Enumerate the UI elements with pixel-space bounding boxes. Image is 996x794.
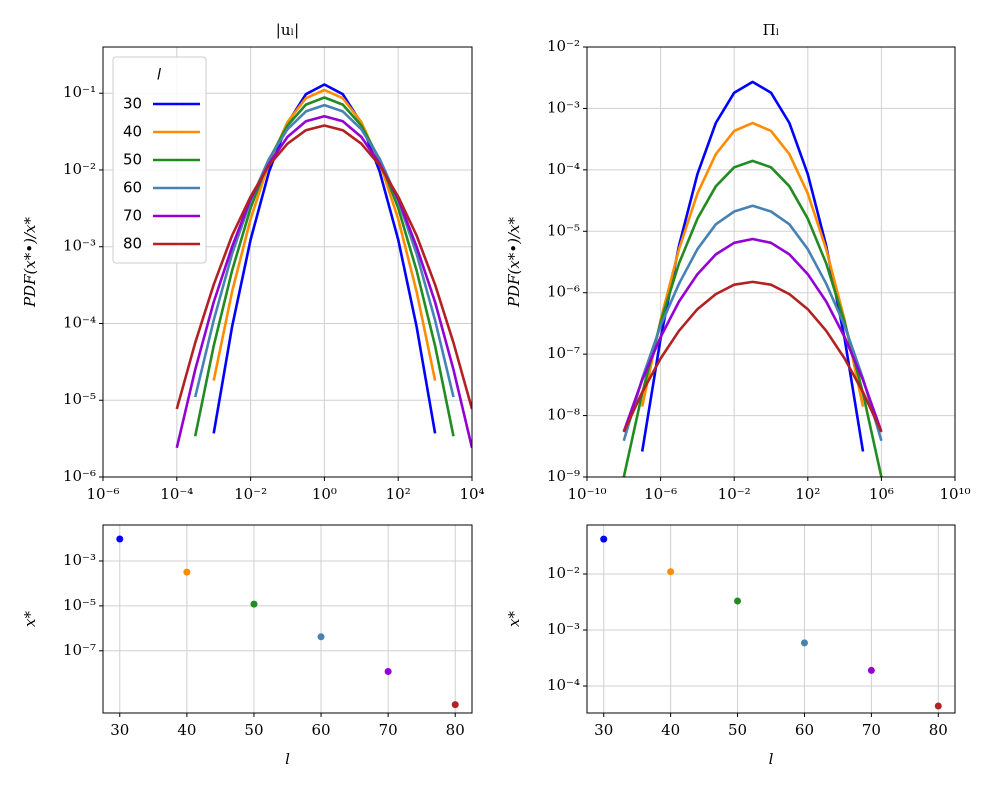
y-tick-label: 10⁻⁷ [63, 641, 96, 659]
x-tick-label: 70 [862, 721, 881, 739]
x-tick-label: 60 [795, 721, 814, 739]
x-tick-label: 10⁰ [312, 485, 337, 503]
y-tick-label: 10⁻⁵ [63, 390, 96, 408]
x-tick-label: 10⁻² [234, 485, 267, 503]
plot-area [600, 535, 942, 710]
x-tick-label: 50 [728, 721, 747, 739]
legend-label: 60 [123, 179, 142, 197]
x-tick-label: 70 [379, 721, 398, 739]
plot-area [622, 80, 883, 477]
x-tick-label: 10² [795, 485, 820, 503]
series-line [622, 280, 883, 433]
x-tick-label: 10⁻⁴ [160, 485, 193, 503]
axes-frame [102, 524, 473, 714]
y-tick-label: 10⁻³ [63, 551, 96, 569]
y-tick-label: 10⁻³ [547, 98, 580, 116]
y-tick-label: 10⁻⁴ [547, 160, 580, 178]
axes-frame [586, 524, 956, 714]
x-tick-label: 40 [177, 721, 196, 739]
plot-area [116, 535, 459, 709]
x-tick-label: 10⁶ [869, 485, 894, 503]
legend-label: 70 [123, 207, 142, 225]
point [667, 568, 675, 576]
legend-label: 50 [123, 151, 142, 169]
x-tick-label: 10¹⁰ [939, 485, 970, 503]
point [734, 597, 742, 605]
x-tick-label: 30 [110, 721, 129, 739]
series-line [175, 124, 472, 410]
subplot: 10⁻¹⁰ 10⁻⁶ 10⁻² 10² 10⁶ 10¹⁰ 10⁻⁹ 10⁻⁸ 10⁻⁷ 10⁻⁶ 1… [505, 21, 971, 503]
x-tick-label: 80 [929, 721, 948, 739]
y-tick-label: 10⁻⁵ [63, 596, 96, 614]
subplot-title: Πₗ [763, 21, 780, 39]
series-line [212, 88, 437, 381]
y-tick-label: 10⁻⁴ [547, 676, 580, 694]
series-line [193, 96, 455, 437]
subplot-title: |uₗ| [276, 21, 299, 39]
y-tick-label: 10⁻³ [547, 620, 580, 638]
legend-label: 40 [123, 123, 142, 141]
x-tick-label: 10⁻² [718, 485, 751, 503]
point [384, 667, 392, 675]
point [183, 568, 191, 576]
y-tick-label: 10⁻⁷ [547, 344, 580, 362]
y-tick-label: 10⁻⁶ [547, 283, 580, 301]
y-tick-label: 10⁻¹ [63, 83, 96, 101]
y-tick-label: 10⁻⁴ [63, 313, 96, 331]
x-tick-label: 60 [311, 721, 330, 739]
point [451, 701, 459, 709]
y-tick-label: 10⁻⁶ [63, 467, 96, 485]
x-tick-label: 80 [446, 721, 465, 739]
point [116, 535, 124, 543]
y-tick-label: 10⁻⁸ [547, 406, 580, 424]
series-line [640, 121, 865, 407]
series-line [175, 115, 472, 449]
series-line [622, 204, 883, 442]
y-axis-label: PDF(x*•)/x* [505, 216, 523, 308]
y-tick-label: 10⁻⁹ [547, 467, 580, 485]
series-line [212, 83, 437, 434]
subplot: 30 40 50 60 70 80 10⁻⁷ 10⁻⁵ 10⁻³ l x* [21, 524, 473, 768]
x-tick-label: 40 [661, 721, 680, 739]
y-axis-label: PDF(x*•)/x* [21, 216, 39, 308]
x-tick-label: 10⁻⁶ [86, 485, 119, 503]
x-tick-label: 10⁻¹⁰ [567, 485, 606, 503]
x-tick-label: 50 [244, 721, 263, 739]
x-tick-label: 10⁴ [459, 485, 484, 503]
y-tick-label: 10⁻² [63, 160, 96, 178]
series-line [622, 159, 883, 477]
point [250, 600, 258, 608]
y-axis-label: x* [505, 611, 523, 627]
x-tick-label: 10⁻⁶ [644, 485, 677, 503]
x-tick-label: 10² [386, 485, 411, 503]
x-axis-label: l [285, 750, 290, 768]
subplot: 10⁻⁶ 10⁻⁴ 10⁻² 10⁰ 10² 10⁴ 10⁻⁶ 10⁻⁵ 10⁻⁴ 10⁻³ 10⁻… [21, 21, 485, 503]
point [867, 666, 875, 674]
axes-frame [102, 46, 473, 478]
legend-label: 80 [123, 235, 142, 253]
y-tick-label: 10⁻⁵ [547, 221, 580, 239]
series-line [622, 237, 883, 432]
x-tick-label: 30 [594, 721, 613, 739]
x-axis-label: l [769, 750, 774, 768]
series-line [193, 103, 455, 398]
point [800, 639, 808, 647]
legend: l 30 40 50 60 70 80 [112, 56, 207, 264]
subplot: 30 40 50 60 70 80 10⁻⁴ 10⁻³ 10⁻² l x* [505, 524, 956, 768]
y-tick-label: 10⁻² [547, 37, 580, 55]
point [934, 702, 942, 710]
y-axis-label: x* [21, 611, 39, 627]
point [317, 633, 325, 641]
y-tick-label: 10⁻³ [63, 237, 96, 255]
plot-area [175, 83, 472, 449]
y-tick-label: 10⁻² [547, 564, 580, 582]
legend-title: l [157, 66, 162, 84]
axes-frame [586, 46, 956, 478]
legend-label: 30 [123, 95, 142, 113]
point [600, 535, 608, 543]
